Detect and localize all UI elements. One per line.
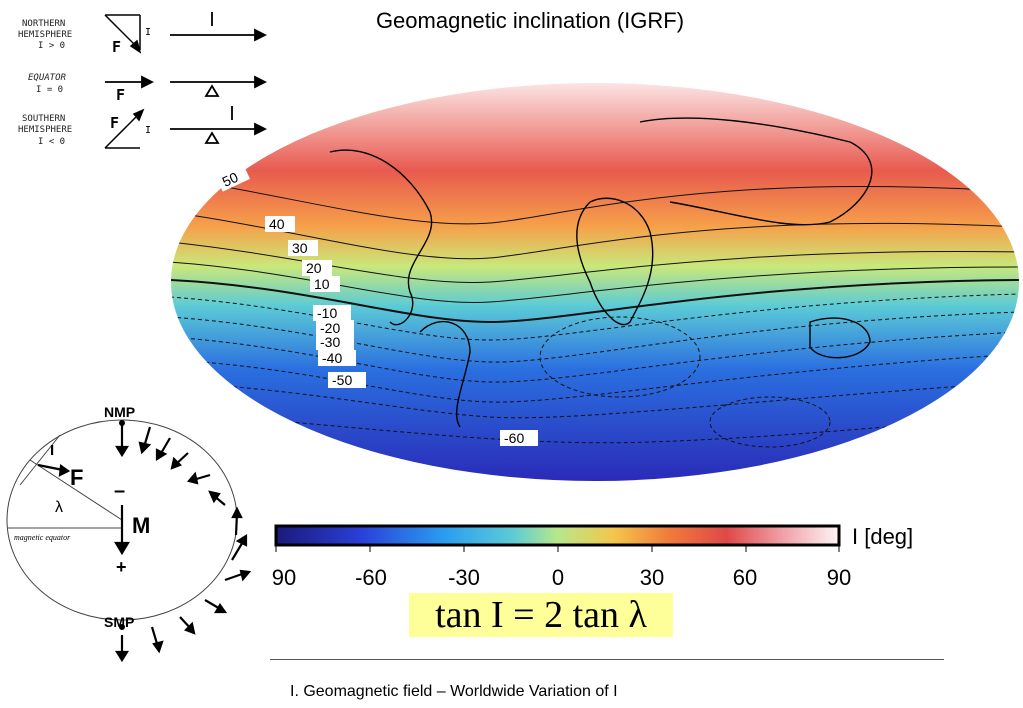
equator-arrow-diagram bbox=[105, 75, 155, 89]
svg-text:10: 10 bbox=[314, 276, 330, 292]
inclination-colorbar bbox=[274, 524, 841, 552]
contour-label-minus20: -20 bbox=[316, 320, 354, 336]
contour-lines bbox=[171, 176, 1019, 448]
contour-label-minus10: -10 bbox=[313, 305, 351, 321]
dipole-minus-sign: – bbox=[114, 480, 125, 502]
colorbar-tick-minus60: -60 bbox=[355, 565, 387, 590]
north-field-symbol: F bbox=[112, 38, 121, 56]
contour-label-30: 30 bbox=[288, 240, 318, 256]
equator-needle bbox=[170, 75, 268, 97]
south-pole-label: SMP bbox=[104, 614, 134, 630]
southern-hemisphere-label: HEMISPHERE bbox=[18, 125, 72, 135]
dipole-plus-sign: + bbox=[116, 557, 127, 577]
magnetic-equator-label: magnetic equator bbox=[14, 533, 71, 542]
colorbar-tick-minus30: -30 bbox=[448, 565, 480, 590]
colorbar-tick-0: 0 bbox=[551, 565, 565, 590]
contour-label-minus60: -60 bbox=[500, 430, 538, 446]
svg-text:50: 50 bbox=[220, 169, 241, 190]
northern-label: NORTHERN bbox=[22, 19, 65, 29]
contour-label-40: 40 bbox=[265, 216, 295, 232]
north-needle bbox=[170, 12, 268, 42]
svg-text:20: 20 bbox=[306, 260, 322, 276]
slide-title: Geomagnetic inclination (IGRF) bbox=[375, 8, 685, 33]
colorbar-tick-60: 60 bbox=[732, 565, 758, 590]
svg-text:-60: -60 bbox=[504, 430, 524, 446]
north-incl-symbol: I bbox=[145, 27, 151, 38]
southern-label: SOUTHERN bbox=[22, 114, 65, 124]
contour-label-group: 50 40 30 20 10 -10 -20 -30 -40 -50 -60 bbox=[216, 164, 538, 446]
field-arrows bbox=[37, 423, 252, 663]
hemisphere-inclination-sketch: NORTHERN HEMISPHERE I > 0 F I EQUATOR I … bbox=[18, 12, 268, 149]
colorbar-ticks bbox=[275, 545, 840, 552]
equator-field-symbol: F bbox=[116, 86, 125, 104]
svg-text:-10: -10 bbox=[317, 305, 337, 321]
north-pole-label: NMP bbox=[104, 404, 135, 420]
dipole-lat-symbol: λ bbox=[55, 499, 63, 516]
dipole-moment-symbol: M bbox=[132, 513, 150, 538]
svg-text:-50: -50 bbox=[332, 372, 352, 388]
equator-label: EQUATOR bbox=[28, 73, 67, 83]
footer-divider bbox=[270, 659, 944, 660]
svg-text:30: 30 bbox=[292, 240, 308, 256]
equator-condition: I = 0 bbox=[36, 85, 63, 95]
south-needle bbox=[170, 106, 268, 144]
svg-text:40: 40 bbox=[269, 216, 285, 232]
contour-label-minus50: -50 bbox=[328, 372, 366, 388]
inclination-world-map: 50 40 30 20 10 -10 -20 -30 -40 -50 -60 bbox=[171, 83, 1019, 481]
south-arrow-diagram bbox=[104, 108, 145, 149]
colorbar-tick-30: 30 bbox=[639, 565, 665, 590]
northern-hemisphere-label: HEMISPHERE bbox=[18, 30, 72, 40]
map-ellipse bbox=[171, 83, 1019, 481]
contour-label-minus30: -30 bbox=[316, 334, 354, 350]
slide-footer: I. Geomagnetic field – Worldwide Variati… bbox=[290, 683, 618, 700]
svg-text:-30: -30 bbox=[320, 334, 340, 350]
coastlines bbox=[329, 117, 873, 428]
contour-label-10: 10 bbox=[310, 276, 340, 292]
colorbar-gradient bbox=[274, 524, 841, 547]
dipole-field-diagram: NMP SMP F I λ M – + magnetic equator bbox=[6, 404, 252, 663]
northern-condition: I > 0 bbox=[38, 41, 65, 51]
dipole-field-symbol: F bbox=[70, 465, 83, 490]
contour-label-20: 20 bbox=[302, 260, 332, 276]
inclination-formula: tan I = 2 tan λ bbox=[409, 593, 673, 637]
southern-condition: I < 0 bbox=[38, 137, 65, 147]
north-arrow-diagram bbox=[104, 14, 142, 54]
contour-label-minus40: -40 bbox=[318, 350, 356, 366]
colorbar-label: I [deg] bbox=[852, 524, 914, 549]
contour-label-50: 50 bbox=[216, 164, 250, 192]
south-incl-symbol: I bbox=[145, 125, 151, 136]
svg-text:-40: -40 bbox=[322, 350, 342, 366]
svg-text:-20: -20 bbox=[320, 320, 340, 336]
south-field-symbol: F bbox=[110, 114, 119, 132]
colorbar-tick-minus90: 90 bbox=[271, 565, 297, 590]
dipole-incl-symbol: I bbox=[50, 442, 54, 459]
colorbar-tick-90: 90 bbox=[826, 565, 852, 590]
